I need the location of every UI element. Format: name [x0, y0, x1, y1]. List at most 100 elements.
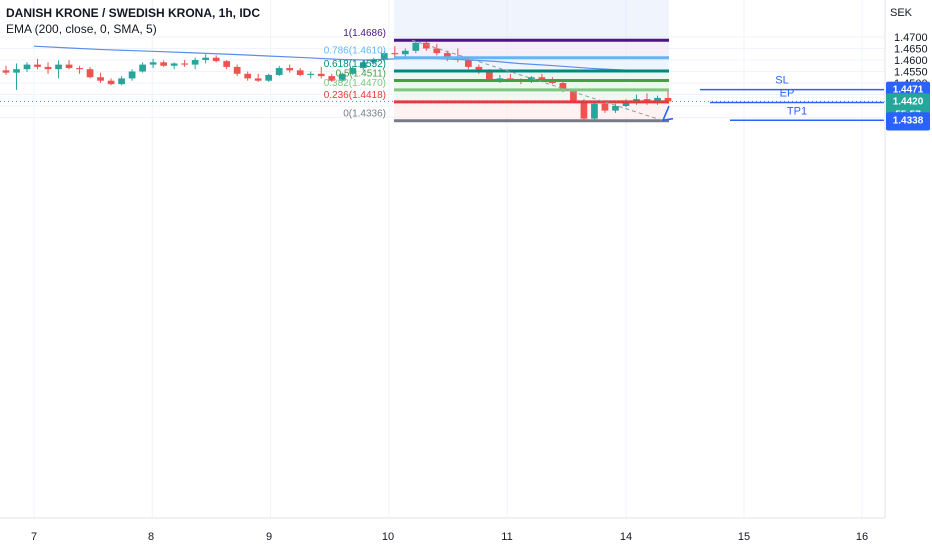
candle-body [370, 60, 378, 63]
last-price-badge-text: 1.4420 [893, 96, 924, 107]
candle-body [317, 73, 325, 77]
candle-body [580, 101, 588, 119]
candle-body [422, 42, 430, 49]
candle-body [275, 68, 283, 75]
candle-body [559, 83, 567, 92]
candle-body [601, 103, 609, 111]
candle-body [265, 74, 273, 81]
candle-body [349, 68, 357, 74]
price-tick-label: 1.4650 [894, 44, 928, 56]
time-tick-label: 15 [738, 531, 750, 543]
fib-zone [394, 89, 669, 102]
price-tick-label: 1.4550 [894, 67, 928, 79]
candle-body [359, 62, 367, 69]
candle-body [13, 69, 20, 73]
candle-body [97, 77, 104, 81]
symbol-title: DANISH KRONE / SWEDISH KRONA, 1h, IDC [6, 6, 261, 20]
candle-body [149, 62, 157, 65]
tp1-badge-text: 1.4338 [893, 115, 924, 126]
fib-zone-top [394, 0, 669, 41]
trend-dashed-line [411, 39, 663, 121]
candle-body [23, 64, 31, 70]
time-tick-label: 10 [382, 531, 394, 543]
candle-body [34, 64, 41, 67]
fib-label: 0.618(1.4552) [324, 59, 386, 70]
candle-body [55, 64, 62, 70]
candle-body [254, 78, 262, 81]
candle-body [65, 64, 73, 69]
candle-body [464, 60, 472, 67]
candle-body [570, 91, 577, 102]
candle-body [128, 71, 136, 79]
price-tick-label: 1.4600 [894, 55, 928, 67]
candle-body [139, 64, 146, 72]
price-tick-label: 1.4700 [894, 32, 928, 44]
tp1-badge [886, 112, 930, 129]
candle-body [612, 106, 619, 111]
time-tick-label: 7 [31, 531, 37, 543]
fib-zone [394, 40, 669, 58]
candle-body [118, 78, 125, 85]
candle-body [233, 66, 241, 74]
fibonacci-levels: 1(1.4686) 0.786(1.4610) 0.618(1.4552)0.5(1… [324, 28, 669, 123]
annotation-label: TP1 [787, 105, 807, 117]
candle-body [160, 62, 167, 66]
candle-body [591, 103, 598, 119]
candle-body [654, 97, 661, 103]
candle-body [307, 73, 315, 75]
time-tick-label: 9 [266, 531, 272, 543]
annotation-label: SL [775, 75, 788, 87]
fib-label: 1(1.4686) [343, 28, 386, 39]
fib-zone [394, 101, 669, 121]
candle-body [181, 63, 188, 65]
candle-body [338, 73, 346, 81]
candle-body [412, 42, 420, 51]
time-tick-label: 16 [856, 531, 868, 543]
candle-body [486, 71, 493, 80]
candle-body [296, 70, 304, 75]
indicator-legend: EMA (200, close, 0, SMA, 5) [6, 22, 157, 36]
candle-body [191, 60, 199, 65]
annotation-label: EP [780, 88, 795, 100]
candle-body [664, 97, 672, 102]
time-tick-label: 11 [501, 531, 512, 543]
candle-body [443, 53, 451, 59]
candle-body [433, 48, 441, 54]
fib-label: 0.236(1.4418) [324, 90, 386, 101]
fib-label: 0.382(1.4470) [324, 78, 386, 89]
fib-label: 0(1.4336) [343, 109, 386, 120]
sl-badge-text: 1.4471 [893, 85, 924, 96]
candle-body [76, 68, 83, 70]
candle-body [223, 61, 231, 67]
candle-body [2, 70, 10, 73]
fibonacci-zones [394, 0, 669, 121]
candle-body [633, 99, 640, 102]
fib-label: 0.786(1.4610) [324, 46, 386, 57]
candle-body [286, 68, 294, 71]
candle-body [170, 63, 178, 66]
candle-body [202, 57, 210, 60]
candle-body [244, 73, 252, 79]
candle-body [328, 76, 336, 81]
candle-body [380, 53, 388, 60]
candle-body [107, 80, 115, 85]
trend-lines [0, 39, 885, 122]
candle-body [401, 50, 409, 55]
fib-zone [394, 71, 669, 81]
candle-body [44, 66, 52, 70]
candle-body [212, 57, 220, 62]
candle-body [475, 66, 483, 72]
fib-label: 0.5(1.4511) [336, 68, 386, 79]
fib-zone [394, 80, 669, 90]
currency-label: SEK [889, 7, 912, 19]
candle-body [391, 53, 399, 55]
time-tick-label: 8 [148, 531, 154, 543]
arrow-icon [661, 105, 674, 122]
ema-line [33, 45, 650, 73]
candle-body [622, 101, 630, 106]
time-tick-label: 14 [620, 531, 632, 543]
candle-body [86, 69, 94, 78]
